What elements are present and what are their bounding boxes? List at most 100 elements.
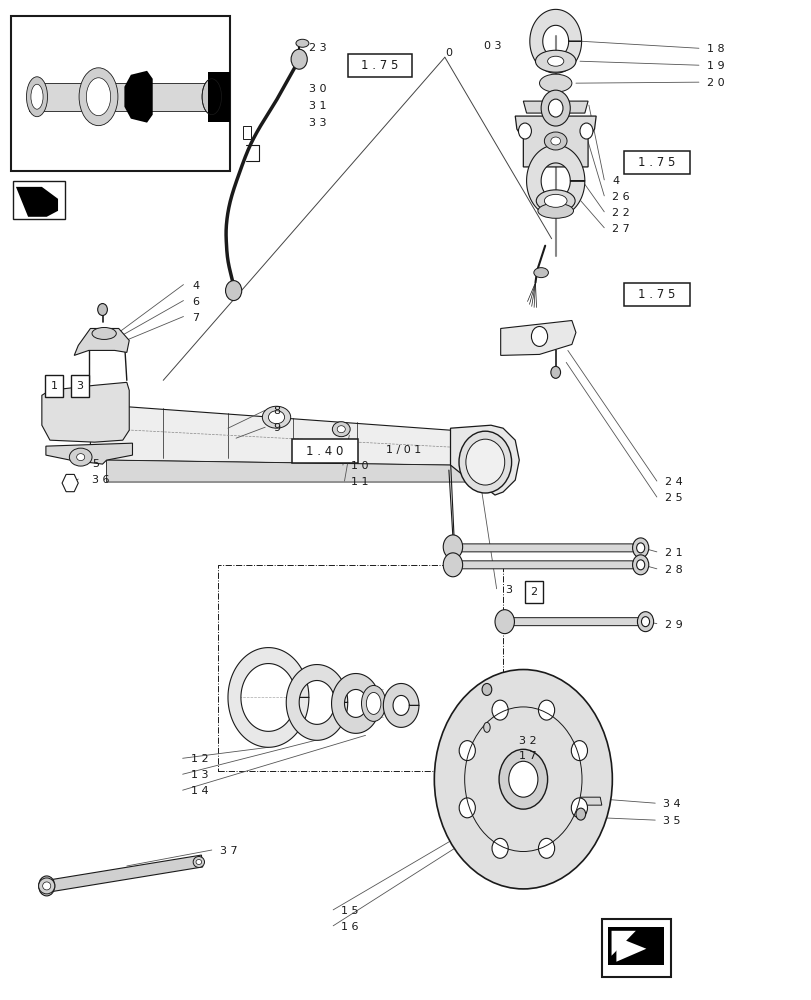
Text: 1 4: 1 4 xyxy=(191,786,208,796)
Text: 2 5: 2 5 xyxy=(664,493,682,503)
Polygon shape xyxy=(503,618,644,626)
Text: 1 . 7 5: 1 . 7 5 xyxy=(637,156,675,169)
Text: 3: 3 xyxy=(76,381,84,391)
Ellipse shape xyxy=(534,50,575,72)
Polygon shape xyxy=(286,665,347,740)
Text: 1 7: 1 7 xyxy=(519,751,536,761)
Polygon shape xyxy=(611,931,635,956)
Bar xyxy=(11,16,230,171)
Ellipse shape xyxy=(543,132,566,150)
Polygon shape xyxy=(616,937,646,962)
Ellipse shape xyxy=(43,882,51,890)
Text: 1 6: 1 6 xyxy=(341,922,358,932)
Bar xyxy=(13,181,65,219)
Polygon shape xyxy=(529,9,581,73)
Ellipse shape xyxy=(195,859,201,864)
Text: 1 9: 1 9 xyxy=(706,61,723,71)
Polygon shape xyxy=(106,460,470,482)
Text: 1 . 7 5: 1 . 7 5 xyxy=(361,59,398,72)
Circle shape xyxy=(495,610,514,634)
Circle shape xyxy=(458,798,474,818)
Text: 1 5: 1 5 xyxy=(341,906,358,916)
Text: 0: 0 xyxy=(444,48,451,58)
Ellipse shape xyxy=(31,84,43,109)
Polygon shape xyxy=(331,674,380,733)
Ellipse shape xyxy=(434,670,611,889)
Ellipse shape xyxy=(466,439,504,485)
Ellipse shape xyxy=(483,722,490,732)
Polygon shape xyxy=(607,927,663,965)
Circle shape xyxy=(458,741,474,761)
Circle shape xyxy=(443,553,462,577)
Ellipse shape xyxy=(361,685,385,721)
Circle shape xyxy=(636,560,644,570)
Circle shape xyxy=(547,99,562,117)
Polygon shape xyxy=(62,474,78,492)
Text: 3 2: 3 2 xyxy=(519,736,536,746)
Circle shape xyxy=(508,761,537,797)
Text: 3 7: 3 7 xyxy=(220,846,237,856)
Text: 1: 1 xyxy=(50,381,58,391)
Bar xyxy=(291,439,358,463)
Polygon shape xyxy=(580,797,601,805)
Bar xyxy=(347,54,412,77)
Text: 1 / 0 1: 1 / 0 1 xyxy=(385,445,420,455)
Text: 7: 7 xyxy=(192,313,200,323)
Circle shape xyxy=(636,543,644,553)
Ellipse shape xyxy=(86,78,110,116)
Polygon shape xyxy=(450,425,519,495)
Ellipse shape xyxy=(76,454,84,461)
Ellipse shape xyxy=(39,878,54,894)
Text: 1 3: 1 3 xyxy=(191,770,208,780)
Ellipse shape xyxy=(202,79,221,115)
Circle shape xyxy=(530,326,547,346)
Bar xyxy=(623,283,689,306)
Text: 4: 4 xyxy=(192,281,200,291)
Polygon shape xyxy=(42,382,129,442)
Ellipse shape xyxy=(547,56,563,66)
Polygon shape xyxy=(46,443,132,464)
Polygon shape xyxy=(16,187,58,217)
Polygon shape xyxy=(242,126,251,139)
Circle shape xyxy=(632,555,648,575)
Polygon shape xyxy=(523,101,587,113)
Polygon shape xyxy=(90,405,470,465)
Text: 4: 4 xyxy=(611,176,619,186)
Text: 5: 5 xyxy=(92,459,99,469)
Text: 2 6: 2 6 xyxy=(611,192,629,202)
Circle shape xyxy=(579,123,592,139)
Ellipse shape xyxy=(262,406,290,428)
Circle shape xyxy=(550,366,560,378)
Polygon shape xyxy=(29,83,220,111)
Ellipse shape xyxy=(332,422,350,437)
Text: 2 0: 2 0 xyxy=(706,78,723,88)
Ellipse shape xyxy=(539,74,571,92)
Text: 8: 8 xyxy=(273,406,280,416)
Text: 3 5: 3 5 xyxy=(663,816,680,826)
Polygon shape xyxy=(526,145,584,217)
Circle shape xyxy=(637,612,653,632)
Ellipse shape xyxy=(366,692,380,714)
Text: 3 1: 3 1 xyxy=(308,101,326,111)
Text: 2 2: 2 2 xyxy=(611,208,629,218)
Polygon shape xyxy=(500,320,575,355)
Text: 3 6: 3 6 xyxy=(92,475,109,485)
Polygon shape xyxy=(208,72,230,122)
Circle shape xyxy=(571,798,587,818)
Ellipse shape xyxy=(268,411,285,424)
Text: 1 2: 1 2 xyxy=(191,754,208,764)
Circle shape xyxy=(491,838,508,858)
Bar xyxy=(623,151,689,174)
Polygon shape xyxy=(383,683,418,727)
Circle shape xyxy=(538,838,554,858)
Ellipse shape xyxy=(533,268,547,278)
Polygon shape xyxy=(124,71,152,123)
Ellipse shape xyxy=(92,327,116,339)
Ellipse shape xyxy=(499,749,547,809)
Text: 2 4: 2 4 xyxy=(664,477,682,487)
Bar xyxy=(524,581,542,603)
Text: 2 8: 2 8 xyxy=(664,565,682,575)
Ellipse shape xyxy=(543,194,566,207)
Circle shape xyxy=(97,304,107,316)
Circle shape xyxy=(632,538,648,558)
